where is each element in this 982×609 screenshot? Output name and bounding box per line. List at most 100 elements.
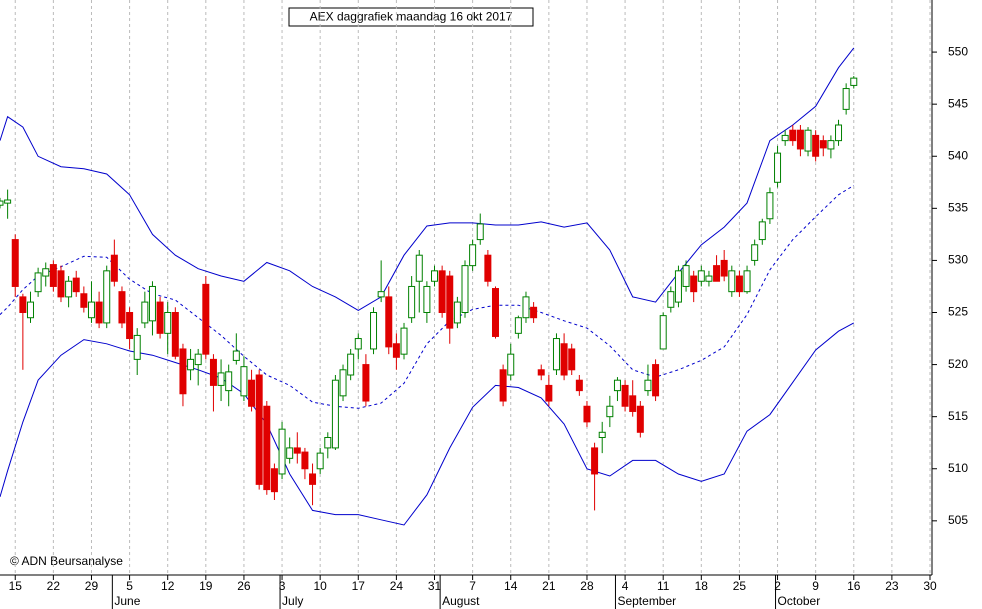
y-tick-label: 535: [948, 201, 968, 215]
candle-body: [629, 395, 637, 412]
x-tick-label: 12: [161, 579, 175, 593]
candle-body: [652, 364, 660, 397]
x-tick-label: 24: [390, 579, 404, 593]
candle-body: [187, 358, 195, 371]
candle-body: [11, 239, 19, 287]
candle-body: [126, 312, 134, 340]
candle-body: [209, 358, 217, 386]
candle-body: [118, 291, 126, 324]
candle-body: [751, 244, 759, 261]
y-tick-label: 530: [948, 253, 968, 267]
candle-body: [324, 437, 332, 449]
candle-body: [95, 301, 103, 324]
candle-body: [613, 379, 621, 392]
month-label: July: [282, 594, 303, 608]
candle-body: [431, 270, 439, 282]
candle-body: [370, 312, 378, 350]
candle-body: [87, 301, 95, 319]
month-label: September: [617, 594, 676, 608]
x-tick-label: 14: [504, 579, 518, 593]
x-tick-label: 4: [622, 579, 629, 593]
candle-body: [735, 275, 743, 293]
x-tick-label: 5: [126, 579, 133, 593]
chart-title: AEX daggrafiek maandag 16 okt 2017: [310, 10, 513, 24]
band-line: [0, 184, 855, 409]
candle-body: [812, 134, 820, 157]
candle-body: [484, 254, 492, 282]
x-tick-label: 26: [237, 579, 251, 593]
candle-body: [339, 369, 347, 397]
candle-body: [278, 428, 286, 475]
candle-body: [713, 265, 721, 282]
band-line: [0, 47, 855, 311]
candle-body: [781, 134, 789, 142]
candle-body: [774, 152, 782, 183]
candle-body: [819, 140, 827, 149]
candle-body: [491, 288, 499, 337]
x-tick-label: 23: [885, 579, 899, 593]
y-tick-label: 510: [948, 461, 968, 475]
band-line: [0, 322, 855, 526]
candle-body: [659, 315, 667, 350]
candle-body: [65, 280, 73, 298]
candle-body: [522, 296, 530, 319]
candle-body: [255, 374, 263, 485]
candle-body: [377, 291, 385, 298]
candle-body: [80, 293, 88, 308]
candle-body: [476, 223, 484, 241]
y-tick-label: 540: [948, 148, 968, 162]
candle-body: [103, 270, 111, 324]
x-tick-label: 17: [352, 579, 366, 593]
candle-body: [583, 405, 591, 423]
candle-body: [232, 350, 240, 361]
candle-body: [415, 254, 423, 282]
candle-body: [453, 301, 461, 324]
candle-body: [0, 200, 4, 206]
candle-body: [392, 343, 400, 358]
x-tick-label: 16: [847, 579, 861, 593]
candle-body: [743, 270, 751, 293]
candle-body: [606, 405, 614, 418]
candle-body: [57, 270, 65, 298]
candle-body: [827, 140, 835, 150]
x-tick-label: 11: [657, 579, 670, 593]
candle-body: [423, 285, 431, 314]
y-tick-label: 515: [948, 409, 968, 423]
candle-body: [667, 291, 675, 308]
candle-body: [598, 431, 606, 438]
candle-body: [507, 353, 515, 376]
x-tick-label: 22: [47, 579, 61, 593]
title-box: [288, 7, 534, 27]
candle-body: [301, 451, 309, 470]
month-label: August: [442, 594, 480, 608]
candle-body: [530, 306, 538, 319]
candle-body: [347, 353, 355, 376]
candle-body: [316, 452, 324, 470]
x-tick-label: 2: [774, 579, 781, 593]
candle-body: [42, 268, 50, 277]
candle-body: [171, 312, 179, 357]
x-tick-label: 31: [428, 579, 442, 593]
candle-body: [728, 270, 736, 293]
candle-body: [758, 221, 766, 241]
candle-body: [636, 405, 644, 433]
candle-body: [514, 317, 522, 334]
candle-body: [766, 192, 774, 220]
candle-body: [385, 296, 393, 348]
x-tick-label: 25: [733, 579, 747, 593]
candle-body: [331, 379, 339, 449]
candle-body: [4, 199, 12, 204]
candle-body: [400, 327, 408, 355]
y-tick-label: 505: [948, 513, 968, 527]
y-tick-label: 545: [948, 96, 968, 110]
candle-body: [362, 364, 370, 402]
candle-body: [133, 334, 141, 360]
candle-body: [49, 264, 57, 287]
x-tick-label: 29: [85, 579, 99, 593]
candle-body: [575, 379, 583, 392]
candle-body: [545, 384, 553, 402]
candle-body: [26, 301, 34, 319]
month-label: October: [778, 594, 821, 608]
candle-body: [796, 129, 804, 150]
